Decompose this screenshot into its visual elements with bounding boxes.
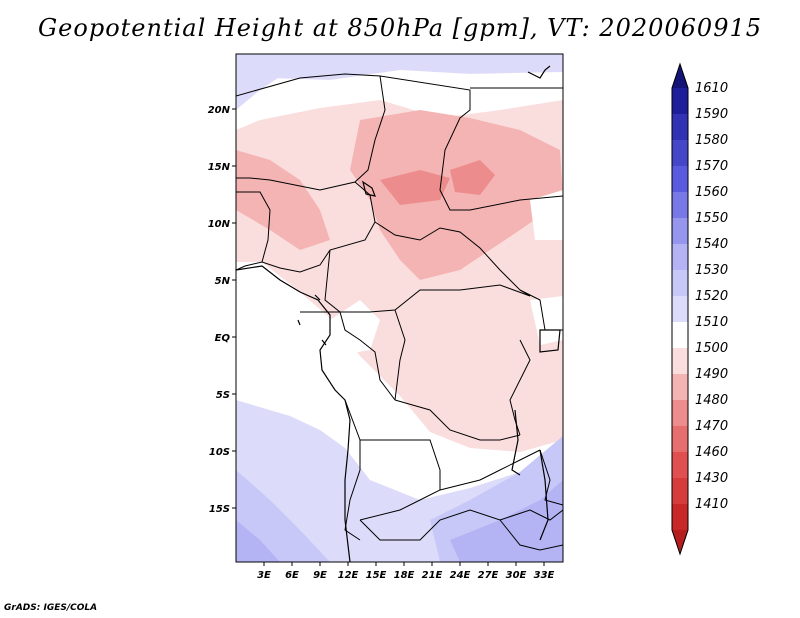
border-nigeria	[236, 181, 376, 273]
colorbar-label: 1530	[695, 263, 728, 278]
field-chad-max	[380, 170, 450, 205]
field-southeast-low	[450, 480, 563, 562]
lat-label-10s: 10S	[209, 447, 230, 458]
map-frame	[235, 53, 564, 563]
lat-label-5n: 5N	[215, 276, 231, 287]
colorbar-outline	[671, 62, 689, 556]
lon-label-9e: 9E	[313, 570, 327, 581]
colorbar-swatch	[672, 426, 688, 452]
colorbar-swatch	[672, 166, 688, 192]
colorbar-label: 1460	[695, 445, 728, 460]
coast-red-sea	[527, 65, 551, 79]
colorbar-label: 1580	[695, 133, 728, 148]
field-east-patch	[530, 296, 563, 345]
colorbar-swatch	[672, 192, 688, 218]
colorbar-label: 1490	[695, 367, 728, 382]
colorbar-label: 1540	[695, 237, 728, 252]
colorbar-swatch	[672, 218, 688, 244]
field-northwest-low	[236, 54, 300, 110]
lat-label-5s: 5S	[216, 390, 230, 401]
lon-label-6e: 6E	[285, 570, 299, 581]
lake-victoria	[539, 329, 561, 353]
colorbar-swatch	[672, 400, 688, 426]
map-title: Geopotential Height at 850hPa [gpm], VT:…	[38, 14, 762, 42]
lon-label-12e: 12E	[338, 570, 359, 581]
border-angola-west	[344, 399, 361, 541]
border-congo-drc	[394, 309, 406, 401]
colorbar-swatch	[672, 322, 688, 348]
border-car-north	[374, 221, 531, 297]
lon-label-21e: 21E	[422, 570, 443, 581]
lat-label-10n: 10N	[208, 219, 231, 230]
colorbar-swatch	[672, 374, 688, 400]
lon-label-3e: 3E	[257, 570, 271, 581]
border-benin-togo	[236, 191, 271, 263]
lon-label-15e: 15E	[366, 570, 387, 581]
colorbar: 1610 1590 1580 1570 1560 1550 1540 1530 …	[671, 62, 728, 556]
border-zimbabwe	[499, 519, 563, 551]
colorbar-swatch	[672, 478, 688, 504]
colorbar-label: 1470	[695, 419, 728, 434]
field-congo-patch	[330, 300, 380, 355]
colorbar-top-arrow	[672, 64, 688, 88]
colorbar-label: 1480	[695, 393, 728, 408]
islands	[297, 294, 327, 346]
border-north	[236, 73, 386, 191]
colorbar-label: 1520	[695, 289, 728, 304]
field-southwest-band	[236, 470, 330, 562]
colorbar-bottom-arrow	[672, 530, 688, 554]
colorbar-swatch	[672, 452, 688, 478]
grads-credit: GrADS: IGES/COLA	[4, 603, 98, 613]
lat-label-eq: EQ	[215, 333, 231, 344]
colorbar-swatch	[672, 270, 688, 296]
border-zambia	[439, 449, 541, 491]
border-angola-south	[359, 439, 441, 521]
colorbar-swatch	[672, 348, 688, 374]
colorbar-swatch	[672, 504, 688, 530]
lat-label-15s: 15S	[209, 504, 230, 515]
field-north-low	[236, 54, 563, 96]
lon-label-30e: 30E	[506, 570, 527, 581]
colorbar-swatch	[672, 296, 688, 322]
field-northwest-high	[236, 150, 330, 250]
lon-label-27e: 27E	[478, 570, 499, 581]
lat-label-15n: 15N	[208, 162, 231, 173]
colorbar-label: 1550	[695, 211, 728, 226]
field-sahel-high	[350, 110, 563, 280]
colorbar-swatch	[672, 244, 688, 270]
lon-axis: 3E 6E 9E 12E 15E 18E 21E 24E 27E 30E 33E	[257, 562, 555, 581]
coastlines	[236, 65, 561, 562]
colorbar-swatch	[672, 114, 688, 140]
colorbar-label: 1570	[695, 159, 728, 174]
colorbar-label: 1610	[695, 81, 728, 96]
border-chad-sudan	[379, 75, 563, 211]
field-north-neutral	[236, 70, 563, 130]
field-northeast-patch	[530, 190, 563, 240]
lon-label-24e: 24E	[450, 570, 471, 581]
colorbar-swatch	[672, 88, 688, 114]
colorbar-label: 1430	[695, 471, 728, 486]
border-mozambique	[539, 449, 563, 506]
lat-axis: 20N 15N 10N 5N EQ 5S 10S 15S	[208, 105, 236, 515]
lat-label-20n: 20N	[208, 105, 231, 116]
height-field	[236, 54, 563, 562]
border-botswana	[359, 509, 563, 541]
lake-malawi	[539, 449, 549, 541]
colorbar-label: 1510	[695, 315, 728, 330]
colorbar-label: 1590	[695, 107, 728, 122]
lake-chad	[362, 180, 376, 197]
colorbar-label: 1500	[695, 341, 728, 356]
lon-label-33e: 33E	[534, 570, 555, 581]
border-gabon-congo	[300, 311, 396, 401]
lake-tanganyika	[511, 409, 521, 476]
lon-label-18e: 18E	[394, 570, 415, 581]
colorbar-label: 1560	[695, 185, 728, 200]
colorbar-swatch	[672, 140, 688, 166]
border-drc-south	[394, 399, 521, 441]
field-sudan-max	[450, 160, 495, 195]
field-southwest-low	[236, 520, 280, 562]
colorbar-label: 1410	[695, 497, 728, 512]
coast-west	[236, 265, 351, 562]
